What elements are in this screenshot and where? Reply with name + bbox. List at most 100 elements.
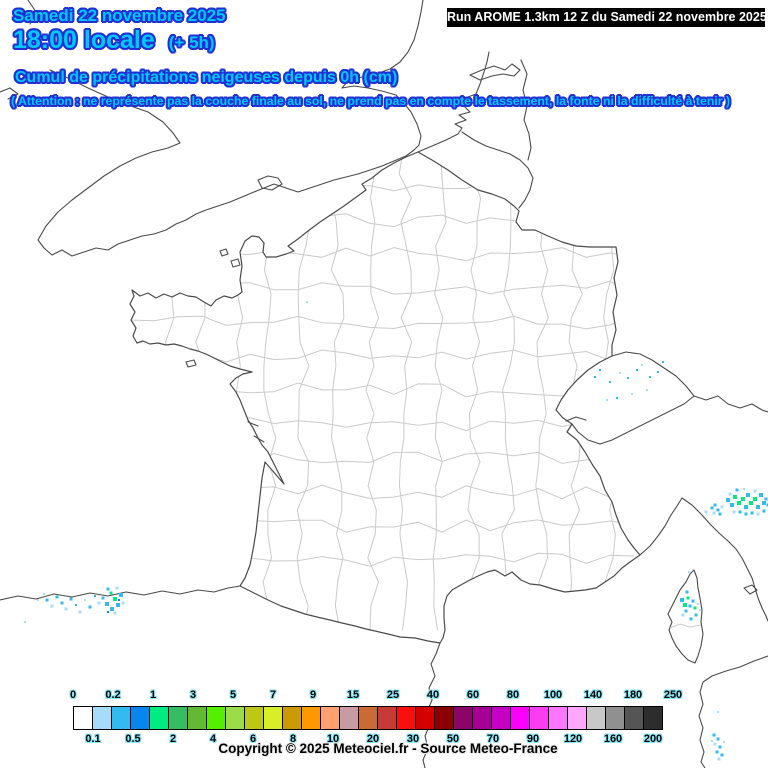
precipitation-pixel — [744, 512, 748, 516]
precipitation-pixel — [750, 511, 754, 515]
legend-color-cell — [643, 706, 663, 730]
department-boundary — [194, 152, 210, 631]
precipitation-pixel — [716, 737, 720, 741]
precipitation-pixel — [609, 381, 611, 383]
precipitation-pixel — [756, 512, 760, 516]
legend-threshold-label: 20 — [366, 733, 380, 745]
department-boundary — [130, 315, 635, 330]
precipitation-pixel — [741, 497, 745, 501]
legend-color-cell — [187, 706, 207, 730]
legend-color-cell — [225, 706, 245, 730]
legend-color-cell — [244, 706, 264, 730]
legend-color-cell — [130, 706, 150, 730]
precipitation-pixel — [681, 613, 685, 617]
precipitation-pixel — [694, 613, 698, 617]
department-boundary — [130, 280, 635, 295]
precipitation-pixel — [657, 371, 659, 373]
legend-threshold-label: 120 — [563, 733, 583, 745]
legend-threshold-label: 9 — [309, 689, 317, 701]
legend-color-cell — [301, 706, 321, 730]
precipitation-pixel — [110, 607, 114, 611]
department-boundary — [330, 152, 345, 631]
department-boundary — [365, 152, 380, 631]
precipitation-pixel — [685, 590, 689, 594]
department-boundary — [130, 179, 635, 192]
department-boundary — [535, 152, 549, 630]
legend-color-cell — [92, 706, 112, 730]
department-boundary — [130, 382, 635, 398]
legend-threshold-label: 200 — [643, 733, 663, 745]
legend-color-cell — [434, 706, 454, 730]
precipitation-pixel — [649, 376, 651, 378]
elba-island — [743, 584, 758, 595]
precipitation-pixel — [88, 605, 92, 609]
precipitation-pixel — [766, 503, 768, 507]
precipitation-pixel — [121, 601, 125, 605]
precipitation-pixel — [106, 587, 110, 591]
precipitation-pixel — [720, 505, 724, 509]
legend-threshold-label: 90 — [526, 733, 540, 745]
precipitation-pixel — [636, 369, 638, 371]
legend-color-cell — [586, 706, 606, 730]
legend-color-cell — [168, 706, 188, 730]
legend-color-cell — [339, 706, 359, 730]
corsica-coast — [667, 569, 704, 664]
re-oleron-islands — [247, 421, 265, 443]
precipitation-pixel — [627, 377, 629, 379]
precipitation-pixel — [686, 596, 690, 600]
precipitation-pixel — [713, 503, 717, 507]
precipitation-pixel — [699, 609, 701, 611]
department-boundary — [262, 152, 277, 631]
legend-threshold-label: 250 — [663, 689, 683, 701]
department-boundary — [130, 213, 635, 228]
legend-threshold-label: 180 — [623, 689, 643, 701]
precipitation-pixel — [684, 609, 688, 613]
department-boundary — [398, 152, 413, 631]
legend-threshold-label: 50 — [446, 733, 460, 745]
legend-color-cell — [111, 706, 131, 730]
precipitation-pixel — [733, 495, 737, 499]
legend-color-cell — [263, 706, 283, 730]
lake-geneva — [565, 416, 587, 422]
department-boundary — [501, 152, 516, 631]
legend-threshold-label: 30 — [406, 733, 420, 745]
legend-threshold-label: 10 — [326, 733, 340, 745]
department-boundary — [161, 152, 175, 631]
precipitation-pixel — [728, 492, 732, 496]
precipitation-pixel — [60, 601, 64, 605]
legend-color-cell — [567, 706, 587, 730]
department-boundary — [229, 152, 244, 631]
legend-threshold-label: 8 — [289, 733, 297, 745]
department-boundary — [130, 246, 635, 262]
legend-threshold-label: 0.1 — [85, 733, 101, 745]
legend-threshold-label: 25 — [386, 689, 400, 701]
precipitation-pixel — [762, 501, 766, 505]
precipitation-pixel — [69, 597, 73, 601]
precipitation-pixel — [64, 607, 68, 611]
precipitation-pixel — [683, 603, 687, 607]
map-title: Cumul de précipitations neigeuses depuis… — [15, 69, 398, 86]
precipitation-pixel — [735, 488, 739, 492]
legend-threshold-label: 1 — [149, 689, 157, 701]
precipitation-pixel — [756, 505, 760, 509]
precipitation-pixel — [45, 598, 49, 602]
precipitation-pixel — [710, 506, 714, 510]
precipitation-pixel — [107, 611, 109, 613]
legend-color-cell — [510, 706, 530, 730]
precipitation-pixel — [631, 393, 633, 395]
precipitation-pixel — [105, 602, 109, 606]
legend-color-cell — [396, 706, 416, 730]
precipitation-pixel — [693, 606, 697, 610]
precipitation-pixel — [743, 488, 745, 490]
precipitation-layer — [24, 301, 768, 761]
legend-color-cell — [548, 706, 568, 730]
legend-color-cell — [605, 706, 625, 730]
department-boundary — [432, 152, 447, 631]
precipitation-pixel — [619, 372, 621, 374]
precipitation-pixel — [738, 510, 742, 514]
france-outline — [129, 151, 641, 644]
precipitation-pixel — [753, 489, 757, 493]
legend-color-cell — [320, 706, 340, 730]
